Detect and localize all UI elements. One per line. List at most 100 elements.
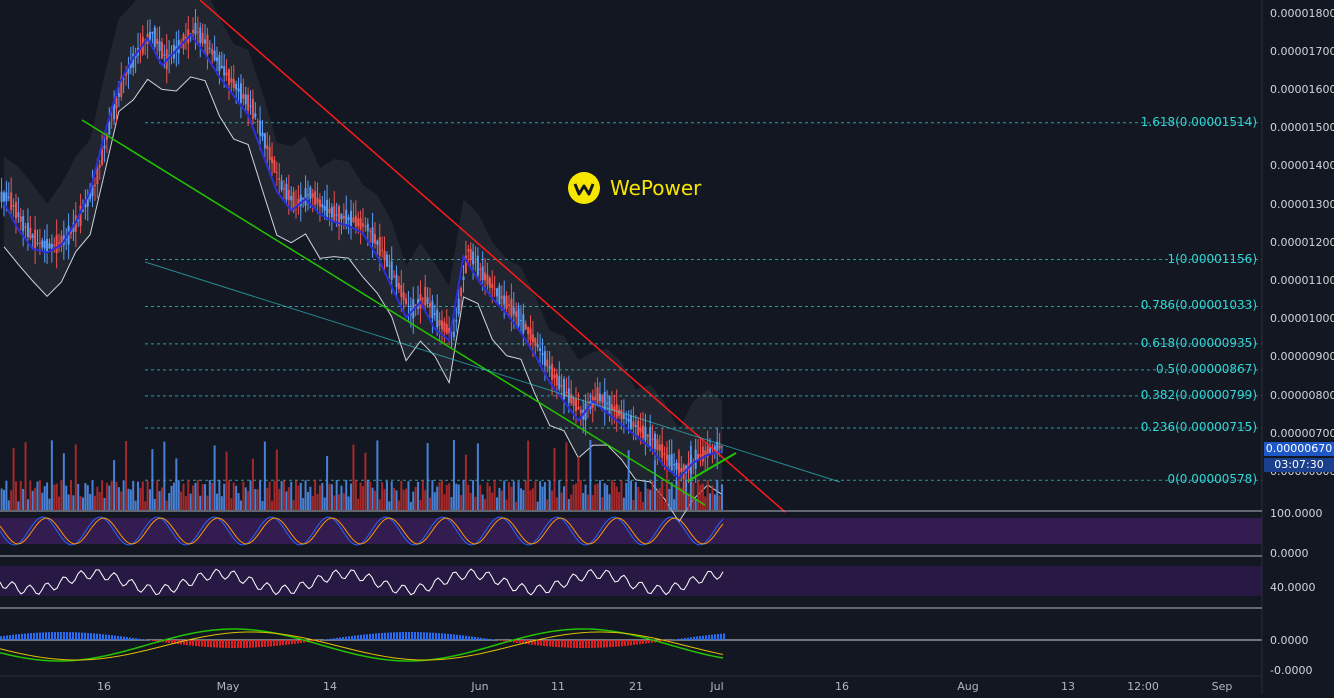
volume-bar <box>501 491 503 510</box>
candle-body <box>115 98 117 109</box>
macd-histogram-bar <box>693 637 695 640</box>
candle-body <box>348 217 350 220</box>
volume-bar <box>338 494 340 510</box>
macd-histogram-bar <box>432 633 434 640</box>
macd-histogram-bar <box>15 634 17 640</box>
macd-histogram-bar <box>363 635 365 640</box>
volume-bar <box>374 491 376 510</box>
macd-histogram-bar <box>555 640 557 647</box>
volume-bar <box>620 480 622 510</box>
volume-bar <box>254 489 256 510</box>
volume-bar <box>443 494 445 510</box>
price-tick-label: 0.00001600 <box>1270 83 1334 96</box>
candle-body <box>309 187 311 198</box>
macd-histogram-bar <box>606 640 608 647</box>
price-tick-label: 0.00000800 <box>1270 389 1334 402</box>
macd-histogram-bar <box>189 640 191 646</box>
macd-histogram-bar <box>276 640 278 646</box>
macd-histogram-bar <box>501 640 503 641</box>
volume-bar <box>515 502 517 510</box>
macd-histogram-bar <box>633 640 635 645</box>
macd-histogram-bar <box>447 634 449 640</box>
volume-bar <box>135 501 137 510</box>
macd-histogram-bar <box>285 640 287 645</box>
candle-body <box>278 178 280 180</box>
volume-bar <box>455 484 457 510</box>
macd-histogram-bar <box>84 633 86 640</box>
volume-bar <box>77 484 79 510</box>
volume-bar <box>293 500 295 510</box>
volume-bar <box>202 484 204 510</box>
volume-bar <box>139 488 141 510</box>
macd-histogram-bar <box>93 633 95 640</box>
macd-histogram-bar <box>33 633 35 640</box>
candle-body <box>644 427 646 441</box>
volume-bar <box>149 489 151 510</box>
candle-body <box>374 234 376 243</box>
candle-body <box>211 49 213 54</box>
macd-histogram-bar <box>30 633 32 640</box>
volume-bar <box>410 502 412 510</box>
volume-bar <box>175 458 177 510</box>
macd-histogram-bar <box>492 639 494 640</box>
volume-bar <box>178 480 180 510</box>
volume-bar <box>312 496 314 510</box>
candle-body <box>307 195 309 196</box>
volume-bar <box>704 496 706 510</box>
candle-body <box>154 27 156 46</box>
candle-body <box>367 224 369 231</box>
volume-bar <box>333 495 335 510</box>
volume-bar <box>659 488 661 510</box>
candle-body <box>477 256 479 276</box>
candle-body <box>355 216 357 227</box>
volume-bar <box>271 501 273 510</box>
volume-bar <box>642 502 644 510</box>
volume-bar <box>518 481 520 510</box>
candle-body <box>46 239 48 251</box>
candle-body <box>3 192 5 201</box>
candle-body <box>439 320 441 325</box>
volume-bar <box>48 499 50 510</box>
volume-bar <box>403 490 405 510</box>
volume-bar <box>285 491 287 510</box>
macd-histogram-bar <box>540 640 542 646</box>
volume-bar <box>661 481 663 510</box>
macd-histogram-bar <box>504 640 506 641</box>
macd-histogram-bar <box>369 634 371 640</box>
current-price-tag: 0.00000670 <box>1264 442 1334 456</box>
volume-bar <box>494 480 496 510</box>
volume-bar <box>230 498 232 510</box>
volume-bar <box>439 482 441 510</box>
volume-bar <box>206 496 208 510</box>
candle-body <box>407 306 409 307</box>
volume-bar <box>412 492 414 510</box>
volume-bar <box>192 485 194 510</box>
macd-histogram-bar <box>138 639 140 640</box>
volume-bar <box>113 460 115 510</box>
candle-body <box>149 32 151 39</box>
volume-bar <box>166 501 168 510</box>
candle-body <box>163 55 165 56</box>
volume-bar <box>400 481 402 510</box>
candle-body <box>518 308 520 326</box>
volume-bar <box>434 492 436 510</box>
volume-bar <box>381 482 383 510</box>
candle-body <box>510 299 512 317</box>
macd-histogram-bar <box>612 640 614 647</box>
macd-histogram-bar <box>486 639 488 640</box>
volume-bar <box>257 489 259 510</box>
candle-body <box>463 277 465 281</box>
macd-histogram-bar <box>459 635 461 640</box>
date-tick-label: 14 <box>323 680 337 693</box>
volume-bar <box>427 443 429 510</box>
indicator-tick-label: 0.0000 <box>1270 634 1309 647</box>
macd-histogram-bar <box>573 640 575 648</box>
candle-body <box>525 324 527 330</box>
macd-histogram-bar <box>438 633 440 640</box>
macd-histogram-bar <box>594 640 596 648</box>
volume-bar <box>1 489 3 510</box>
volume-bar <box>652 481 654 510</box>
macd-histogram-bar <box>642 640 644 644</box>
